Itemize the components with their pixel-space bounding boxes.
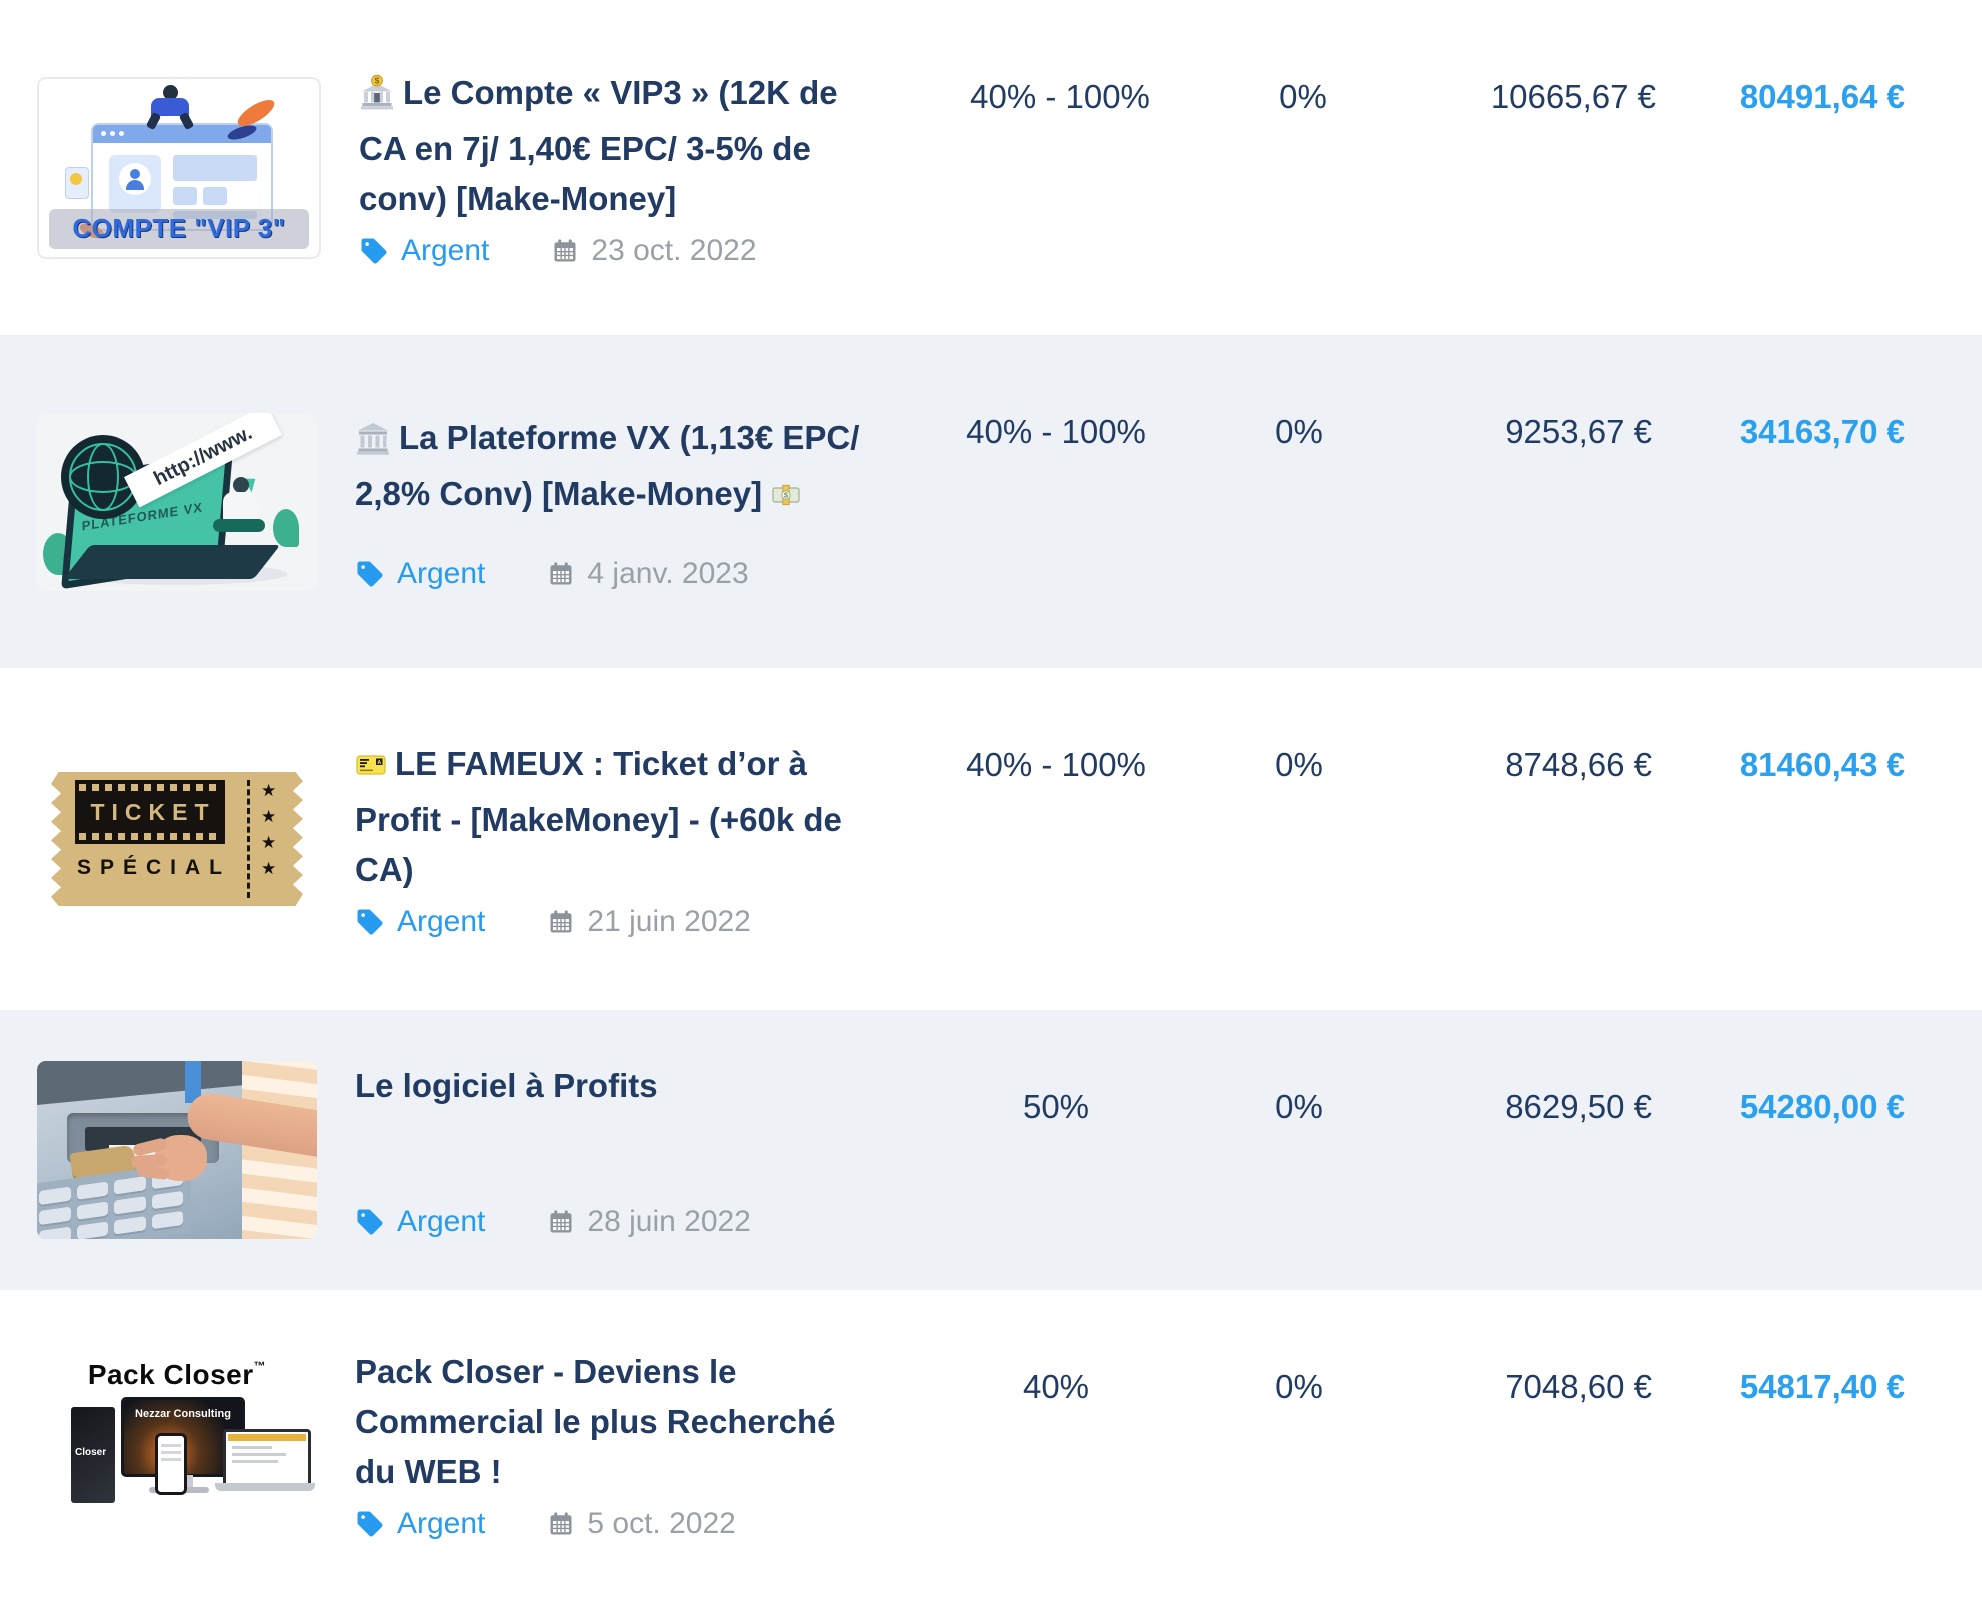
- category-tag-label: Argent: [397, 905, 486, 938]
- svg-text:A: A: [377, 760, 381, 766]
- commission-range: 40% - 100%: [966, 413, 1146, 450]
- product-thumbnail[interactable]: [37, 1061, 317, 1239]
- publish-date-label: 5 oct. 2022: [587, 1507, 736, 1540]
- amount-value: 8748,66 €: [1505, 746, 1652, 783]
- secondary-percentage: 0%: [1275, 1368, 1323, 1405]
- product-thumbnail[interactable]: TICKET SPÉCIAL ★ ★ ★ ★: [37, 750, 317, 928]
- phone-illustration: [155, 1433, 187, 1495]
- earnings-value: 80491,64 €: [1739, 78, 1905, 115]
- calendar-icon: [547, 908, 575, 936]
- thumbnail-caption: COMPTE "VIP 3": [49, 208, 309, 249]
- bank-emoji: $: [359, 74, 395, 124]
- publish-date-label: 21 juin 2022: [587, 905, 751, 938]
- ticket-emoji: A: [355, 745, 387, 795]
- publish-date-label: 23 oct. 2022: [591, 233, 757, 267]
- earnings-value: 54280,00 €: [1739, 1088, 1905, 1125]
- product-thumbnail[interactable]: Pack Closer™ Closer Nezzar Consulting: [37, 1355, 317, 1533]
- commission-range: 40% - 100%: [970, 78, 1150, 115]
- product-row[interactable]: PLATEFORME VX http://www. La Plateforme …: [0, 335, 1982, 668]
- category-tag-label: Argent: [397, 1507, 486, 1540]
- calendar-icon: [547, 1208, 575, 1236]
- category-tag[interactable]: Argent: [355, 557, 485, 591]
- tag-icon: [355, 559, 385, 589]
- publish-date-label: 28 juin 2022: [587, 1205, 751, 1238]
- product-row[interactable]: COMPTE "VIP 3" $ Le Compte « VIP3 » (12K …: [0, 0, 1982, 335]
- tag-icon: [359, 236, 389, 266]
- pack-brand-text: Pack Closer™: [87, 1359, 267, 1390]
- secondary-percentage: 0%: [1275, 746, 1323, 783]
- category-tag[interactable]: Argent: [355, 1507, 485, 1541]
- earnings-value: 81460,43 €: [1739, 746, 1905, 783]
- laptop-base-illustration: [63, 544, 281, 579]
- calendar-icon: [547, 1510, 575, 1538]
- category-tag-label: Argent: [401, 233, 490, 267]
- tag-icon: [355, 1207, 385, 1237]
- publish-date: 23 oct. 2022: [551, 233, 757, 268]
- calendar-icon: [551, 237, 579, 265]
- product-thumbnail[interactable]: PLATEFORME VX http://www.: [37, 412, 317, 591]
- tag-icon: [355, 907, 385, 937]
- card-decor: [65, 166, 89, 199]
- amount-value: 7048,60 €: [1505, 1368, 1652, 1405]
- product-thumbnail[interactable]: COMPTE "VIP 3": [37, 76, 321, 259]
- laptop-illustration: [223, 1429, 311, 1487]
- earnings-value: 34163,70 €: [1739, 413, 1905, 450]
- amount-value: 9253,67 €: [1505, 413, 1652, 450]
- commission-range: 40% - 100%: [966, 746, 1146, 783]
- commission-range: 50%: [1022, 1088, 1090, 1125]
- product-title[interactable]: $ Le Compte « VIP3 » (12K de CA en 7j/ 1,…: [359, 73, 838, 217]
- product-box-illustration: Closer: [71, 1407, 115, 1503]
- classical-building-emoji: [355, 419, 391, 469]
- coin-decor: [70, 172, 82, 185]
- commission-range: 40%: [1022, 1368, 1090, 1405]
- secondary-percentage: 0%: [1275, 1088, 1323, 1125]
- ticket-stars: ★ ★ ★ ★: [261, 781, 277, 878]
- product-row[interactable]: TICKET SPÉCIAL ★ ★ ★ ★ A LE FAMEUX : Ticket …: [0, 668, 1982, 1010]
- product-title[interactable]: Le logiciel à Profits: [355, 1067, 658, 1104]
- ticket-subtitle-text: SPÉCIAL: [77, 856, 232, 879]
- amount-value: 8629,50 €: [1505, 1088, 1652, 1125]
- category-tag[interactable]: Argent: [359, 234, 489, 268]
- product-title[interactable]: La Plateforme VX (1,13€ EPC/ 2,8% Conv) …: [355, 413, 860, 525]
- ticket-perforation-line: [247, 780, 250, 898]
- secondary-percentage: 0%: [1275, 413, 1323, 450]
- product-title[interactable]: A LE FAMEUX : Ticket d’or à Profit - [Mak…: [355, 745, 842, 888]
- publish-date: 4 janv. 2023: [547, 556, 749, 591]
- banknote-emoji: $: [770, 475, 802, 525]
- publish-date: 5 oct. 2022: [547, 1507, 736, 1541]
- product-row[interactable]: Le logiciel à Profits Argent 28 juin 202…: [0, 1010, 1982, 1290]
- tag-icon: [355, 1509, 385, 1539]
- secondary-percentage: 0%: [1279, 78, 1327, 115]
- person-illustration: [163, 84, 178, 100]
- person-illustration: [233, 476, 249, 493]
- category-tag[interactable]: Argent: [355, 905, 485, 939]
- publish-date: 21 juin 2022: [547, 905, 751, 939]
- product-row[interactable]: Pack Closer™ Closer Nezzar Consulting Pa…: [0, 1290, 1982, 1598]
- category-tag-label: Argent: [397, 1205, 486, 1238]
- amount-value: 10665,67 €: [1490, 78, 1656, 115]
- publish-date: 28 juin 2022: [547, 1205, 751, 1239]
- category-tag[interactable]: Argent: [355, 1205, 485, 1239]
- product-title[interactable]: Pack Closer - Deviens le Commercial le p…: [355, 1353, 836, 1490]
- category-tag-label: Argent: [397, 556, 486, 590]
- publish-date-label: 4 janv. 2023: [587, 556, 749, 590]
- ticket-title-text: TICKET: [90, 798, 216, 825]
- svg-text:$: $: [375, 75, 380, 85]
- earnings-value: 54817,40 €: [1739, 1368, 1905, 1405]
- calendar-icon: [547, 560, 575, 588]
- svg-text:$: $: [784, 490, 789, 499]
- ticket-illustration: TICKET SPÉCIAL ★ ★ ★ ★: [51, 772, 303, 906]
